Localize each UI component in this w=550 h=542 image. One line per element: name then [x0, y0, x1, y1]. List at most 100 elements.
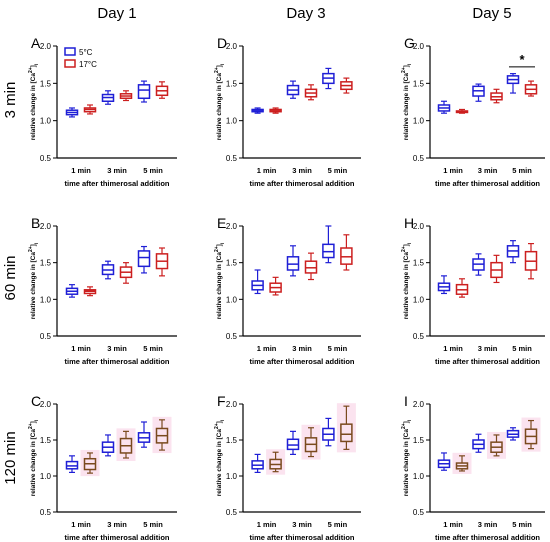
y-tick-label: 0.5 [40, 332, 52, 341]
box-17c-5min [155, 81, 169, 99]
x-tick-label: 5 min [328, 520, 348, 529]
y-tick-label: 1.5 [413, 436, 425, 445]
box-17c-5min [524, 80, 538, 97]
box-5c-5min [137, 245, 151, 274]
x-tick-label: 1 min [443, 344, 463, 353]
x-axis-label: time after thimerosal addition [249, 179, 354, 188]
x-axis-label: time after thimerosal addition [435, 179, 540, 188]
y-tick-label: 2.0 [413, 222, 425, 231]
x-axis-label: time after thimerosal addition [64, 533, 169, 542]
box-17c-1min [266, 449, 286, 475]
x-axis-label: time after thimerosal addition [435, 357, 540, 366]
legend-label-5c: 5°C [79, 48, 93, 57]
y-axis-label: relative change in [Ca2+]i [214, 63, 226, 140]
box-5c-5min [322, 67, 335, 90]
box-17c-3min [119, 90, 133, 102]
column-title-day3: Day 3 [286, 5, 325, 22]
y-axis-label: relative change in [Ca2+]i [214, 242, 226, 319]
box-5c-3min [286, 80, 300, 99]
box-5c-3min [101, 90, 115, 105]
box-17c-1min [455, 108, 469, 114]
box-5c-1min [65, 455, 79, 473]
box-17c-3min [304, 252, 318, 281]
y-axis-label: relative change in [Ca2+]i [401, 242, 413, 319]
x-tick-label: 5 min [143, 344, 163, 353]
x-tick-label: 5 min [143, 166, 163, 175]
box-17c-5min [336, 403, 356, 453]
box-5c-1min [251, 453, 264, 473]
y-axis-label: relative change in [Ca2+]i [28, 242, 40, 319]
box-17c-5min [340, 77, 353, 94]
legend-label-17c: 17°C [79, 60, 97, 69]
y-tick-label: 1.0 [413, 117, 425, 126]
box-5c-3min [472, 253, 485, 276]
y-axis-label: relative change in [Ca2+]i [214, 419, 226, 496]
y-tick-label: 1.0 [226, 117, 238, 126]
y-tick-label: 1.0 [226, 472, 238, 481]
box-5c-1min [437, 100, 451, 114]
column-titles: Day 1 Day 3 Day 5 [97, 5, 511, 22]
y-tick-label: 0.5 [413, 508, 425, 517]
x-tick-label: 5 min [143, 520, 163, 529]
box-iqr [137, 250, 151, 268]
box-5c-5min [506, 427, 520, 441]
box-17c-5min [152, 416, 172, 454]
y-tick-label: 1.5 [40, 259, 52, 268]
panel-g: G 0.5 1.0 1.5 2.0 relative change in [Ca2+]i 1… [401, 35, 545, 188]
box-17c-5min [340, 234, 353, 271]
box-5c-3min [472, 83, 485, 102]
panel-letter-d: D [217, 35, 227, 51]
panel-b: B 0.5 1.0 1.5 2.0 relative change in [Ca2+]i 1… [28, 215, 177, 366]
panel-i: I 0.5 1.0 1.5 2.0 relative change in [Ca2+]i 1… [401, 393, 545, 542]
x-tick-label: 3 min [292, 344, 312, 353]
y-tick-label: 1.5 [226, 79, 238, 88]
panel-letter-h: H [404, 215, 414, 231]
box-5c-1min [251, 107, 264, 114]
box-17c-1min [455, 278, 469, 298]
box-5c-3min [101, 434, 115, 457]
box-17c-3min [490, 88, 503, 104]
x-axis-label: time after thimerosal addition [249, 357, 354, 366]
box-17c-1min [452, 452, 472, 474]
box-17c-1min [269, 107, 282, 114]
x-axis-label: time after thimerosal addition [64, 179, 169, 188]
x-tick-label: 3 min [292, 520, 312, 529]
box-17c-3min [487, 431, 506, 459]
y-tick-label: 1.5 [413, 259, 425, 268]
x-tick-label: 3 min [478, 520, 498, 529]
y-tick-label: 2.0 [40, 42, 52, 51]
y-tick-label: 1.0 [40, 117, 52, 126]
panel-letter-g: G [404, 35, 415, 51]
x-tick-label: 3 min [478, 344, 498, 353]
y-tick-label: 1.5 [413, 79, 425, 88]
y-tick-label: 1.0 [40, 295, 52, 304]
panel-e: E 0.5 1.0 1.5 2.0 relative change in [Ca2+]i 1… [214, 215, 361, 366]
box-17c-1min [269, 276, 282, 296]
panel-letter-i: I [404, 393, 408, 409]
y-tick-label: 0.5 [226, 508, 238, 517]
y-tick-label: 0.5 [413, 332, 425, 341]
y-tick-label: 1.5 [226, 436, 238, 445]
box-5c-1min [251, 269, 264, 295]
x-tick-label: 1 min [71, 166, 91, 175]
y-tick-label: 2.0 [226, 400, 238, 409]
panel-h: H 0.5 1.0 1.5 2.0 relative change in [Ca2+]i 1… [401, 215, 545, 366]
y-tick-label: 0.5 [413, 154, 425, 163]
y-tick-label: 2.0 [40, 400, 52, 409]
y-tick-label: 1.0 [226, 295, 238, 304]
y-tick-label: 0.5 [40, 508, 52, 517]
box-5c-5min [137, 80, 151, 103]
row-titles: 3 min 60 min 120 min [2, 82, 19, 485]
y-tick-label: 1.0 [413, 472, 425, 481]
box-5c-5min [506, 240, 520, 264]
box-17c-3min [116, 428, 136, 461]
box-5c-1min [437, 452, 451, 471]
box-17c-5min [521, 417, 541, 452]
box-17c-3min [490, 254, 503, 284]
box-5c-1min [65, 284, 79, 298]
box-17c-3min [304, 84, 318, 101]
x-tick-label: 5 min [512, 520, 532, 529]
panel-d: D 0.5 1.0 1.5 2.0 relative change in [Ca2+]i 1… [214, 35, 361, 188]
panel-c: C 0.5 1.0 1.5 2.0 relative change in [Ca2+]i 1… [28, 393, 177, 542]
